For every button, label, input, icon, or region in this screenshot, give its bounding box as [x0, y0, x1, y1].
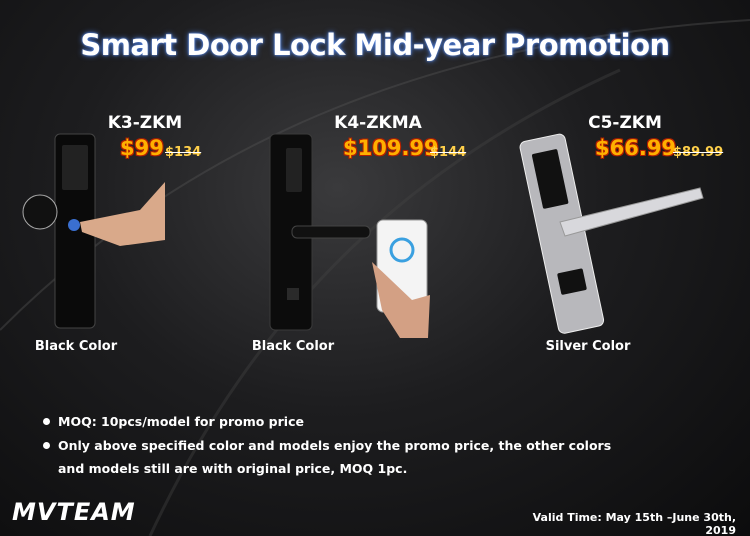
keyhole	[287, 288, 299, 300]
promo-price: $109.99	[343, 136, 439, 160]
app-icon	[389, 237, 415, 263]
model: K3-ZKM	[107, 113, 183, 133]
note: Only above specified color and models en…	[58, 438, 612, 476]
color-label: Black Color	[34, 339, 118, 354]
note: MOQ: 10pcs/model for promo price	[58, 414, 304, 429]
logo: MVTEAM	[12, 498, 136, 526]
promo-price: $66.99	[595, 136, 677, 160]
color-label: Black Color	[251, 339, 335, 354]
lock-c5	[519, 133, 605, 334]
model: K4-ZKMA	[334, 113, 422, 133]
card-reader	[557, 268, 587, 295]
bg-swoosh	[0, 19, 750, 331]
original-price: $89.99	[673, 145, 724, 160]
title: Smart Door Lock Mid-year Promotion	[80, 28, 670, 62]
original-price: $144	[430, 145, 467, 160]
bullet	[43, 418, 50, 425]
fingerprint-icon	[22, 194, 58, 230]
fingerprint-sensor	[68, 219, 80, 231]
valid-time: Valid Time: May 15th –June 30th, 2019	[532, 511, 736, 536]
original-price: $134	[165, 145, 202, 160]
model: C5-ZKM	[588, 113, 662, 133]
keypad	[532, 149, 569, 209]
bullet	[43, 442, 50, 449]
color-label: Silver Color	[545, 339, 631, 354]
promo-price: $99	[120, 136, 164, 160]
keypad	[286, 148, 302, 192]
hand	[372, 262, 430, 338]
handle	[559, 187, 704, 237]
keypad	[62, 145, 88, 190]
bg-swoosh	[148, 68, 621, 536]
handle	[291, 225, 371, 239]
hand	[80, 182, 165, 246]
